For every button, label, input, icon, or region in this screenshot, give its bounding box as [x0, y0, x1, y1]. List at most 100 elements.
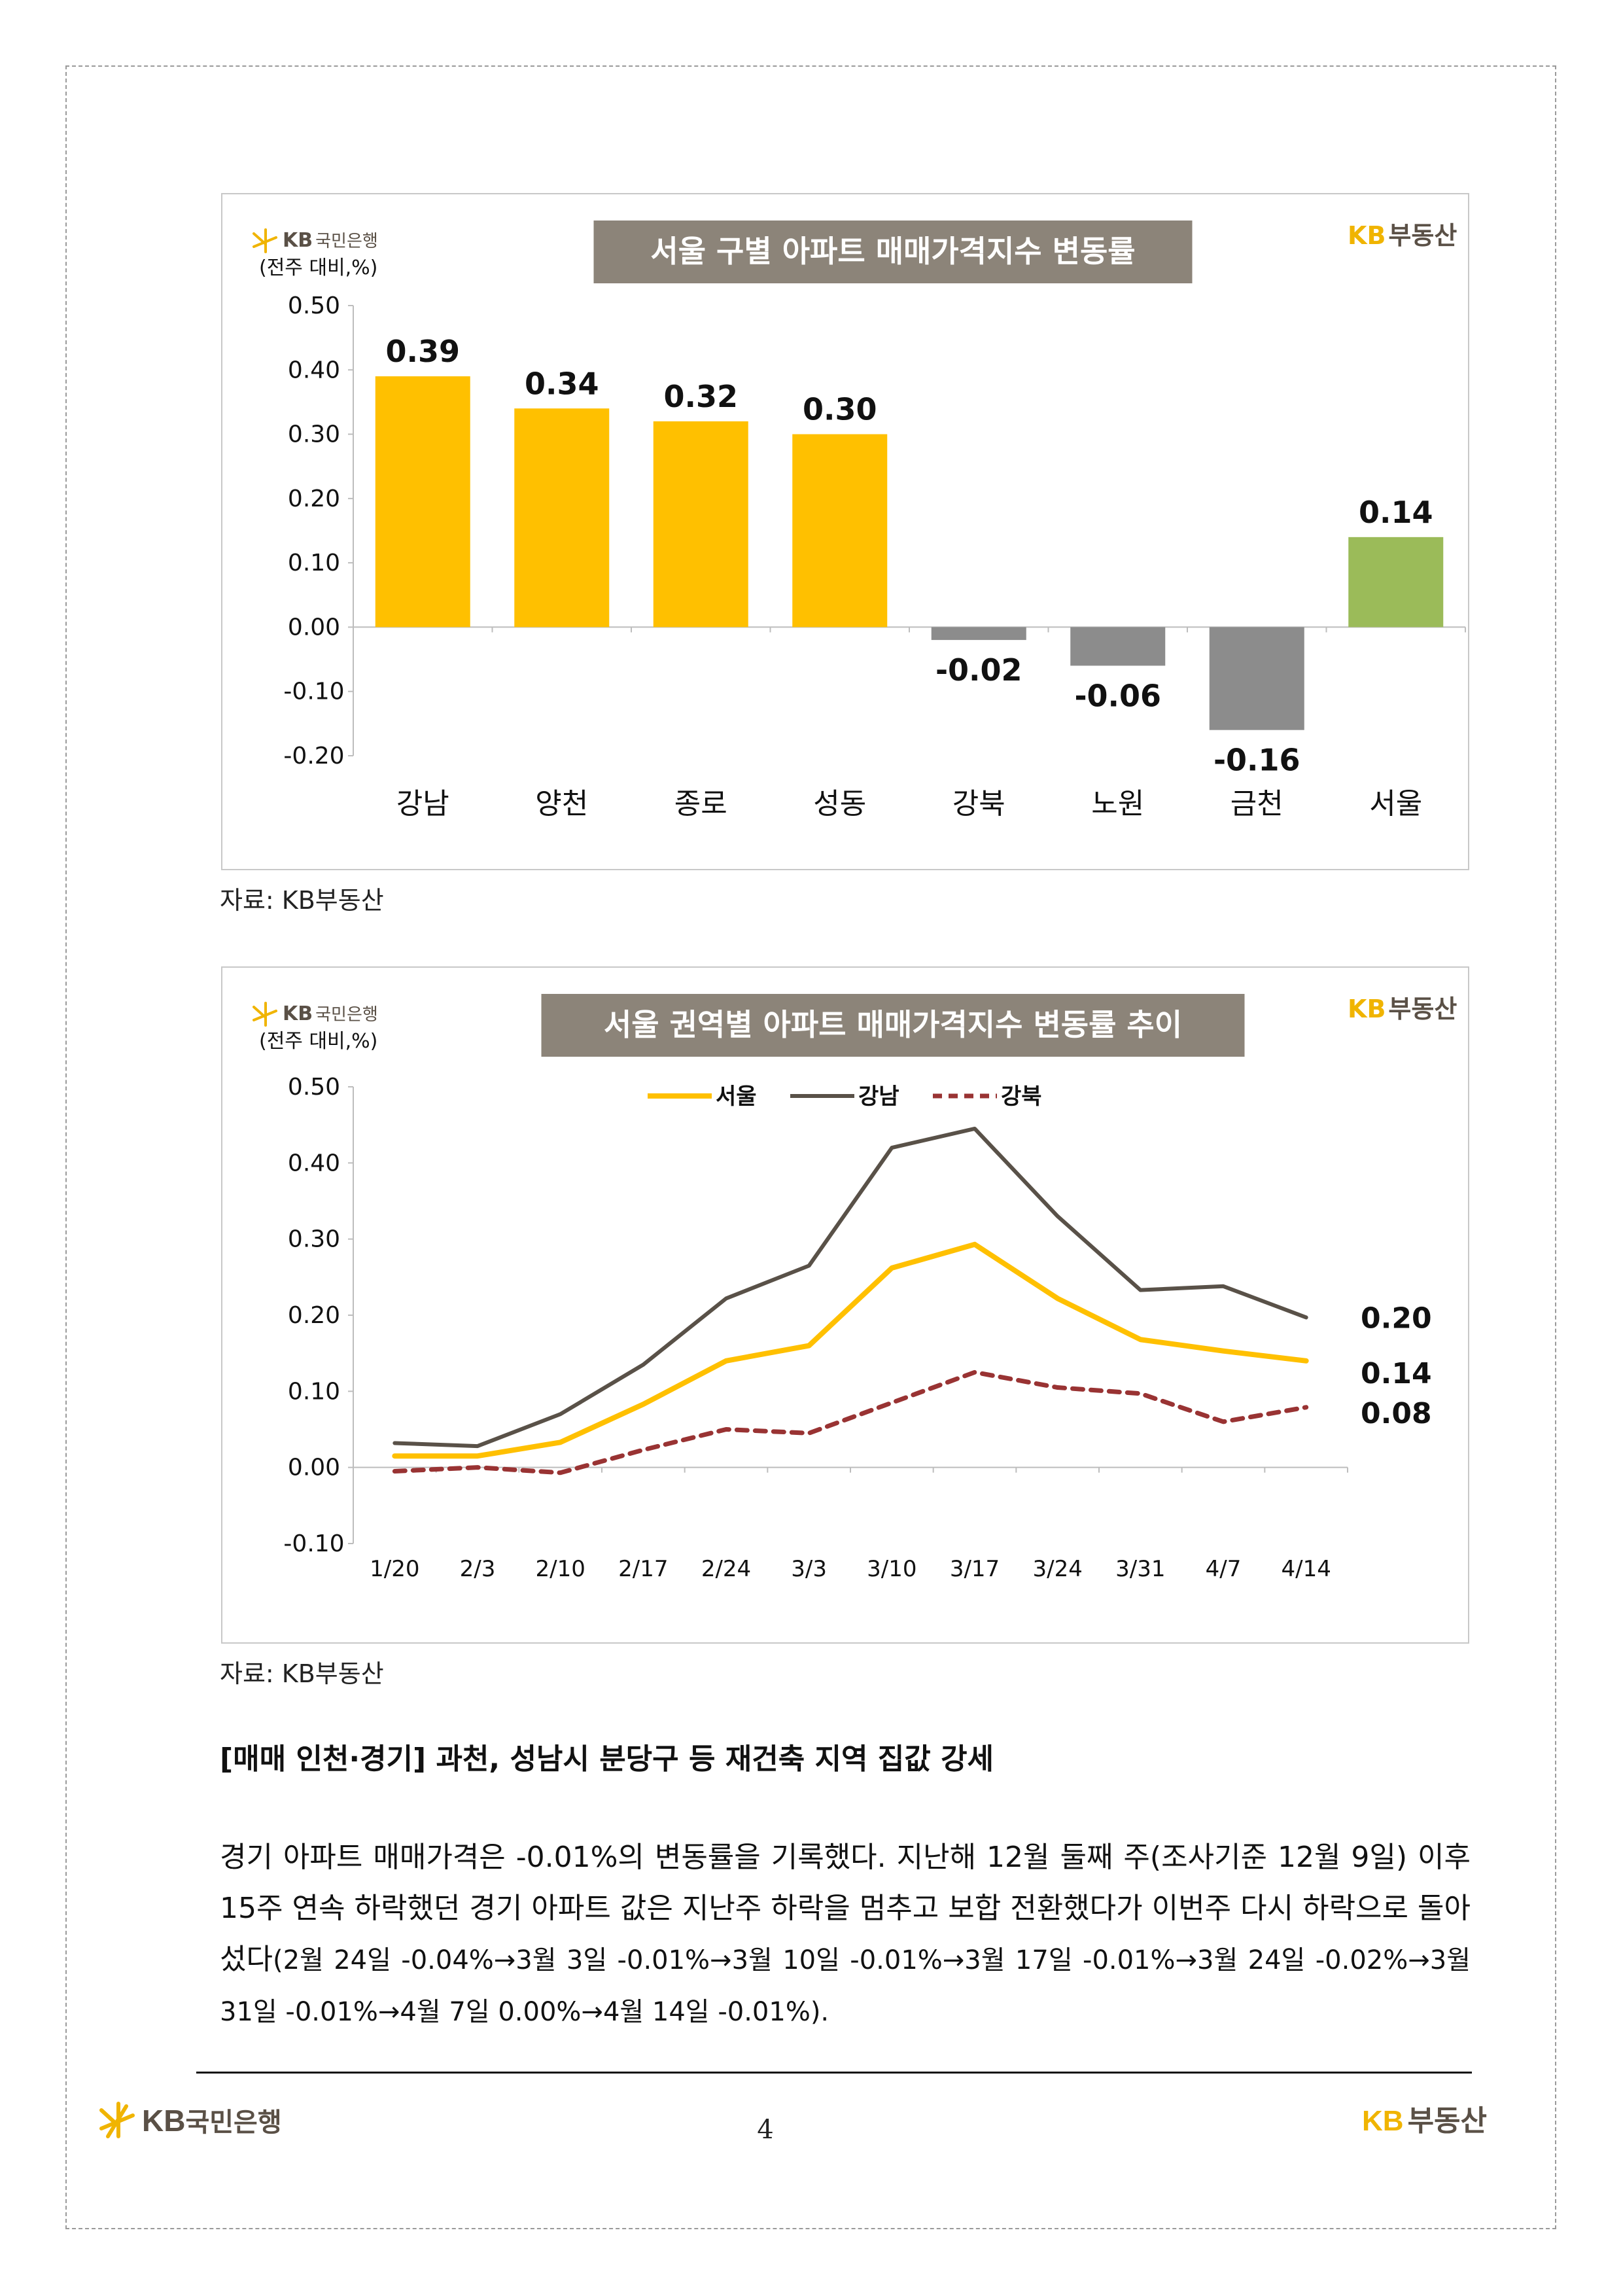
chart2-legend-label: 서울 — [716, 1084, 757, 1110]
page-border — [65, 65, 1556, 2229]
chart1-y-tick-label: -0.10 — [283, 679, 344, 705]
chart1-y-tick-label: 0.40 — [288, 357, 340, 383]
chart2-unit-label: (전주 대비,%) — [259, 1030, 377, 1053]
footer-bank-logo: KB국민은행 — [95, 2097, 330, 2146]
chart1-value-label: 0.14 — [1359, 495, 1433, 530]
chart1-category-label: 서울 — [1369, 787, 1422, 821]
chart1-title-bg — [593, 221, 1193, 283]
chart2-legend-label: 강남 — [858, 1084, 899, 1110]
chart2-series-line-0 — [392, 1241, 1309, 1459]
chart2-title: 서울 권역별 아파트 매매가격지수 변동률 추이 — [604, 1007, 1182, 1042]
chart2-realty-logo: KB 부동산 — [1348, 995, 1457, 1023]
chart1-value-label: -0.06 — [1074, 678, 1161, 713]
chart2-x-tick-label: 3/31 — [1115, 1556, 1165, 1582]
body-detail-text: (2월 24일 -0.04%→3월 3일 -0.01%→3월 10일 -0.01… — [220, 1945, 1471, 2027]
chart2-series-line-1 — [393, 1126, 1308, 1449]
chart1-realty-logo: KB 부동산 — [1348, 221, 1457, 250]
chart1-value-label: -0.16 — [1213, 743, 1300, 778]
chart1-category-label: 노원 — [1091, 787, 1144, 821]
chart1-category-label: 종로 — [674, 787, 727, 821]
chart2-y-tick-label: 0.20 — [288, 1302, 340, 1329]
chart2-title-bg — [541, 994, 1245, 1057]
chart2-kb-star-stroke — [253, 1010, 277, 1021]
chart2-y-tick-label: 0.00 — [288, 1455, 340, 1481]
chart2-series-line-2 — [392, 1369, 1309, 1475]
svg-text:KB국민은행: KB국민은행 — [142, 2104, 282, 2138]
chart1-value-label: -0.02 — [935, 652, 1022, 688]
chart2-bank-name: KB 국민은행 — [283, 1002, 378, 1025]
chart1-category-label: 양천 — [535, 787, 588, 821]
line-chart-panel: KB 국민은행 (전주 대비,%) 서울 권역별 아파트 매매가격지수 변동률 추이 K… — [221, 966, 1469, 1644]
chart1-realty-kb: KB — [1348, 221, 1386, 250]
page-number: 4 — [757, 2115, 774, 2145]
chart1-realty-word: 부동산 — [1388, 221, 1457, 250]
chart2-x-tick-label: 3/24 — [1032, 1556, 1082, 1582]
chart1-category-label: 강북 — [952, 787, 1005, 821]
chart2-y-tick-label: 0.40 — [288, 1150, 340, 1176]
chart1-kb-star-stroke — [253, 236, 277, 248]
chart1-category-label: 성동 — [813, 787, 866, 821]
chart1-y-tick-label: 0.30 — [288, 421, 340, 448]
footer-realty-logo: KB 부동산 — [1362, 2100, 1506, 2142]
chart2-x-tick-label: 3/10 — [867, 1556, 916, 1582]
chart1-bar-7 — [1348, 537, 1444, 627]
chart1-y-tick-label: 0.20 — [288, 486, 340, 512]
chart1-value-label: 0.39 — [386, 334, 461, 369]
chart2-bank-word: 국민은행 — [315, 1005, 378, 1025]
chart2-legend-label: 강북 — [1001, 1084, 1042, 1110]
chart2-x-tick-label: 4/14 — [1281, 1556, 1331, 1582]
chart2-y-tick-label: 0.30 — [288, 1226, 340, 1253]
chart2-end-label: 0.20 — [1361, 1301, 1432, 1335]
chart1-value-label: 0.30 — [803, 392, 877, 427]
chart1-unit-label: (전주 대비,%) — [259, 256, 377, 279]
chart1-bank-word: 국민은행 — [315, 232, 378, 251]
chart1-y-tick-label: 0.00 — [288, 614, 340, 641]
bar-chart: KB 국민은행(전주 대비,%) 서울 구별 아파트 매매가격지수 변동률 KB 부동산… — [253, 221, 1466, 821]
chart1-bank-kb: KB — [283, 229, 313, 252]
chart2-bank-kb: KB — [283, 1002, 313, 1025]
chart1-bar-6 — [1209, 627, 1304, 730]
footer-kb-letters: KB — [142, 2104, 185, 2138]
chart1-bar-2 — [653, 421, 748, 627]
chart1-bar-3 — [792, 434, 888, 627]
chart1-source: 자료: KB부동산 — [220, 886, 384, 915]
footer-realty-word: 부동산 — [1408, 2105, 1487, 2137]
footer-bank-word: 국민은행 — [185, 2108, 281, 2137]
chart1-y-tick-label: 0.50 — [288, 292, 340, 319]
chart1-y-tick-label: 0.10 — [288, 550, 340, 576]
chart1-bar-5 — [1070, 627, 1166, 666]
chart1-category-label: 금천 — [1230, 787, 1283, 821]
chart1-bar-0 — [375, 376, 470, 627]
chart2-realty-word: 부동산 — [1388, 995, 1457, 1023]
line-chart: KB 국민은행(전주 대비,%) 서울 권역별 아파트 매매가격지수 변동률 추이 K… — [253, 994, 1457, 1582]
body-main-text: 경기 아파트 매매가격은 -0.01%의 변동률을 기록했다. 지난해 12월 … — [220, 1841, 1471, 1976]
chart2-bank-logo: KB 국민은행 — [253, 1002, 378, 1027]
chart2-x-tick-label: 2/17 — [618, 1556, 668, 1582]
chart2-end-label: 0.08 — [1361, 1397, 1432, 1430]
footer-realty-kb: KB — [1362, 2105, 1404, 2137]
chart2-x-tick-label: 1/20 — [370, 1556, 419, 1582]
chart1-value-label: 0.34 — [525, 366, 599, 401]
section-heading: [매매 인천·경기] 과천, 성남시 분당구 등 재건축 지역 집값 강세 — [220, 1742, 994, 1776]
bar-chart-panel: KB 국민은행 (전주 대비,%) 서울 구별 아파트 매매가격지수 변동률 KB 부동산… — [221, 193, 1469, 870]
chart2-x-tick-label: 2/10 — [535, 1556, 585, 1582]
section-body: 경기 아파트 매매가격은 -0.01%의 변동률을 기록했다. 지난해 12월 … — [220, 1832, 1471, 2038]
chart2-y-tick-label: 0.50 — [288, 1074, 340, 1101]
chart1-bank-name: KB 국민은행 — [283, 229, 378, 252]
chart2-x-tick-label: 4/7 — [1206, 1556, 1242, 1582]
svg-text:KB부동산: KB 부동산 — [1362, 2105, 1487, 2137]
chart1-bar-4 — [931, 627, 1026, 641]
chart1-category-label: 강남 — [396, 787, 449, 821]
footer-divider — [196, 2072, 1472, 2074]
chart2-y-tick-label: 0.10 — [288, 1378, 340, 1405]
chart2-x-tick-label: 2/24 — [701, 1556, 751, 1582]
chart2-x-tick-label: 2/3 — [460, 1556, 496, 1582]
kb-star-icon — [99, 2102, 135, 2138]
chart2-x-tick-label: 3/3 — [791, 1556, 827, 1582]
chart1-value-label: 0.32 — [664, 379, 739, 414]
chart2-realty-kb: KB — [1348, 995, 1386, 1023]
chart1-y-tick-label: -0.20 — [283, 743, 344, 769]
chart2-end-label: 0.14 — [1361, 1357, 1432, 1390]
chart1-bank-logo: KB 국민은행 — [253, 228, 378, 253]
chart1-bar-1 — [514, 408, 610, 627]
